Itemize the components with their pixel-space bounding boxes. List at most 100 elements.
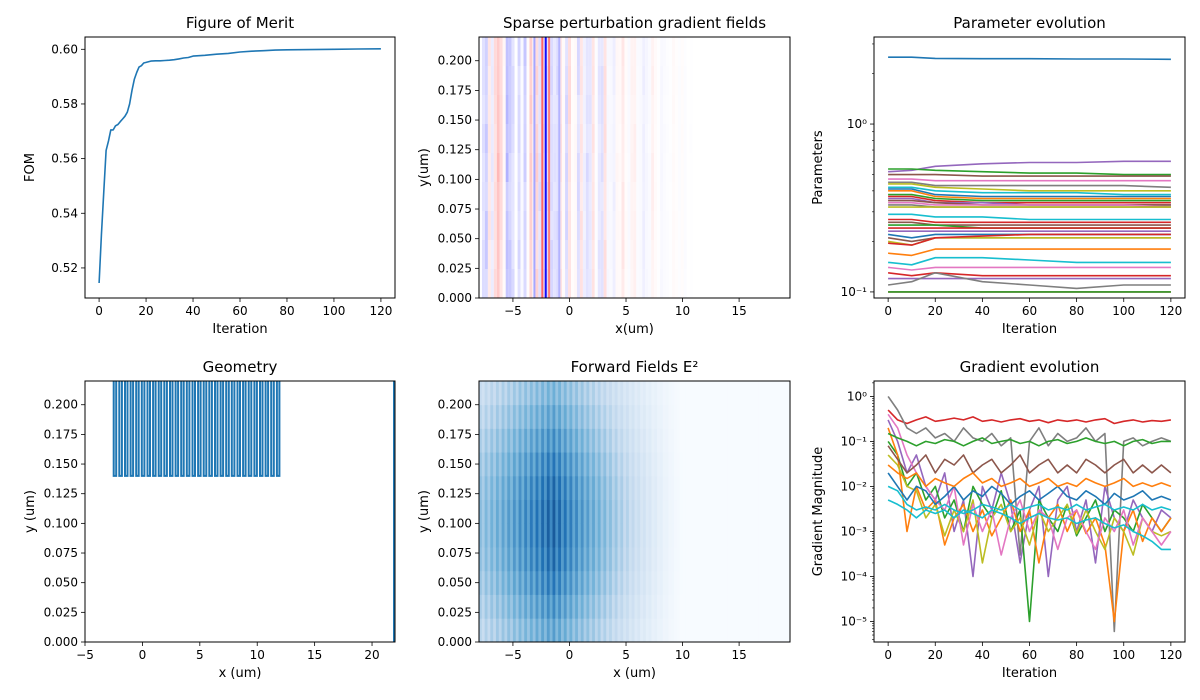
gradient-field-cell — [535, 182, 539, 211]
gradient-field-cell — [621, 182, 625, 211]
gradient-field-cell — [573, 37, 577, 66]
gradient-field-cell — [686, 182, 690, 211]
forward-field-cell — [597, 547, 601, 572]
forward-field-cell — [597, 452, 601, 477]
forward-field-cell — [524, 570, 528, 595]
gradient-field-cell — [606, 211, 610, 240]
gradient_evolution-series-line-8 — [887, 499, 1171, 551]
forward-field-cell — [580, 381, 585, 406]
forward-field-cell — [665, 547, 669, 572]
gradient-field-cell — [496, 124, 500, 153]
gradient-field-cell — [511, 182, 515, 211]
forward-field-cell — [484, 404, 488, 429]
gradient-field-cell — [630, 95, 634, 124]
forward-field-cell — [685, 499, 689, 524]
gradient-field-cell — [585, 66, 589, 95]
forward-field-cell — [674, 594, 678, 619]
gradient-field-cell — [594, 211, 598, 240]
gradient-field-cell — [535, 37, 539, 66]
forward-field-cell — [787, 547, 790, 572]
gradient_fields-xlabel: x(um) — [615, 322, 654, 337]
geometry-x-tick-label: 10 — [250, 648, 265, 662]
gradient-field-cell — [630, 269, 634, 298]
forward-field-cell — [756, 523, 760, 548]
forward-field-cell — [544, 570, 548, 595]
forward-field-cell — [708, 547, 712, 572]
gradient-field-cell — [508, 153, 512, 182]
gradient-field-cell — [487, 240, 491, 269]
forward-field-cell — [535, 523, 539, 548]
geometry-tooth — [225, 381, 230, 477]
forward-field-cell — [713, 452, 717, 477]
gradient-field-cell — [597, 66, 601, 95]
forward-field-cell — [784, 452, 788, 477]
forward-field-cell — [705, 594, 709, 619]
forward-field-cell — [527, 381, 531, 406]
forward-field-cell — [606, 404, 610, 429]
forward-field-cell — [730, 475, 734, 501]
gradient-field-cell — [502, 66, 506, 95]
gradient-field-cell — [627, 240, 631, 269]
gradient-field-cell — [526, 66, 530, 95]
forward-field-cell — [750, 547, 754, 572]
parameter_evolution-series-line-4 — [888, 178, 1171, 182]
forward-field-cell — [713, 523, 717, 548]
forward-field-cell — [529, 547, 534, 572]
gradient_evolution-axes-frame — [873, 380, 1186, 643]
gradient-field-cell — [663, 182, 667, 211]
gradient-field-cell — [508, 37, 512, 66]
gradient-field-cell — [591, 269, 595, 298]
gradient-field-cell — [487, 269, 491, 298]
forward-field-cell — [710, 594, 715, 619]
forward-field-cell — [676, 499, 681, 524]
forward-field-cell — [778, 594, 782, 619]
forward-field-cell — [668, 594, 672, 619]
geometry-tooth — [259, 381, 264, 477]
forward-field-cell — [484, 475, 488, 501]
forward-field-cell — [594, 381, 599, 406]
forward-field-cell — [521, 475, 525, 501]
gradient-field-cell — [568, 95, 572, 124]
gradient-field-cell — [565, 211, 569, 240]
forward-field-cell — [682, 523, 686, 548]
forward-field-cell — [637, 499, 641, 524]
forward-field-cell — [546, 499, 551, 524]
forward-field-cell — [685, 404, 689, 429]
forward-field-cell — [620, 594, 624, 619]
gradient-field-cell — [704, 95, 708, 124]
forward-field-cell — [702, 381, 706, 406]
forward-field-cell — [781, 618, 785, 642]
gradient-field-cell — [523, 37, 527, 66]
forward-field-cell — [535, 499, 539, 524]
gradient_evolution-x-tick-label: 40 — [975, 648, 990, 662]
forward-field-cell — [696, 428, 700, 453]
forward-field-cell — [775, 547, 780, 572]
forward-field-cell — [696, 499, 700, 524]
forward-field-cell — [659, 499, 664, 524]
gradient-field-cell — [505, 182, 509, 211]
forward-field-cell — [654, 499, 658, 524]
forward-field-cell — [691, 428, 695, 453]
forward_fields-y-tick-label: 0.050 — [438, 576, 472, 590]
forward-field-cell — [575, 475, 579, 501]
gradient-field-cell — [704, 66, 708, 95]
forward-field-cell — [730, 452, 734, 477]
geometry-panel: Geometry−5 0 5 10 15 200.0000.0250.0500.0750.… — [23, 358, 396, 681]
forward-field-cell — [693, 475, 698, 501]
forward-field-cell — [741, 570, 746, 595]
parameter_evolution-series-line-26 — [888, 233, 1171, 246]
gradient-field-cell — [651, 37, 655, 66]
gradient-field-cell — [698, 240, 702, 269]
forward-field-cell — [662, 594, 666, 619]
parameter_evolution-series-line-14 — [888, 201, 1171, 208]
forward-field-cell — [583, 404, 587, 429]
forward-field-cell — [563, 547, 568, 572]
forward-field-cell — [594, 570, 599, 595]
forward-field-cell — [535, 381, 539, 406]
gradient-field-cell — [597, 269, 601, 298]
forward-field-cell — [594, 523, 599, 548]
forward-field-cell — [481, 499, 486, 524]
gradient-field-cell — [600, 124, 604, 153]
forward-field-cell — [541, 452, 545, 477]
forward-field-cell — [493, 452, 497, 477]
